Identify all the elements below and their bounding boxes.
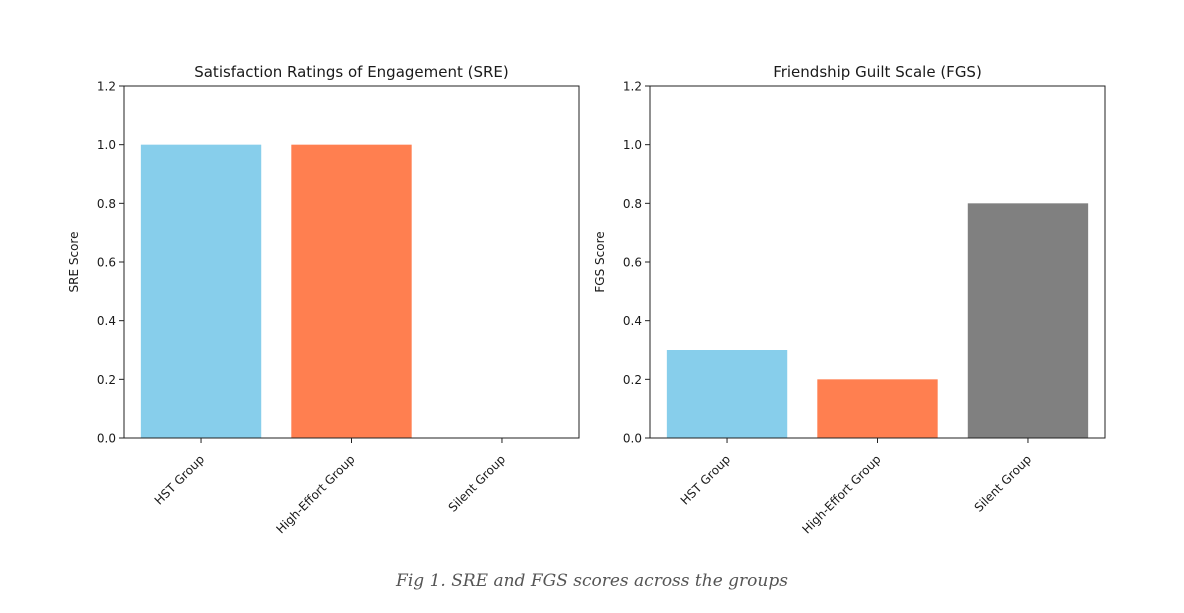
- fgs-ytick-label: 0.4: [623, 314, 642, 328]
- sre-xtick-label: Silent Group: [446, 452, 508, 514]
- fgs-ytick-label: 1.0: [623, 138, 642, 152]
- fgs-xtick-label: High-Effort Group: [799, 452, 883, 536]
- fgs-bar-hst-group: [666, 350, 788, 438]
- sre-ylabel: SRE Score: [67, 232, 81, 293]
- fgs-xtick-label: Silent Group: [972, 452, 1034, 514]
- fgs-ylabel: FGS Score: [593, 231, 607, 292]
- fgs-bar-silent-group: [967, 203, 1089, 438]
- fgs-chart-title: Friendship Guilt Scale (FGS): [773, 63, 982, 81]
- sre-ytick-label: 0.4: [97, 314, 116, 328]
- figure-caption: Fig 1. SRE and FGS scores across the gro…: [396, 571, 788, 591]
- fgs-bar-high-effort-group: [817, 379, 938, 438]
- sre-bar-hst-group: [140, 144, 262, 439]
- sre-ytick-label: 1.2: [97, 80, 116, 94]
- fgs-ytick-label: 0.2: [623, 373, 642, 387]
- fgs-chart: 0.0 0.2 0.4 0.6 0.8 1.0 1.2 HST Group High-Effor…: [593, 63, 1106, 536]
- sre-ytick-label: 0.8: [97, 197, 116, 211]
- sre-bar-high-effort-group: [291, 144, 412, 439]
- fgs-ytick-label: 0.0: [623, 432, 642, 446]
- fgs-ytick-label: 0.8: [623, 197, 642, 211]
- sre-chart: 0.0 0.2 0.4 0.6 0.8 1.0 1.2 HST Group High-Effor…: [67, 63, 580, 536]
- sre-ytick-label: 1.0: [97, 138, 116, 152]
- sre-xtick-label: HST Group: [152, 452, 207, 507]
- fgs-ytick-label: 0.6: [623, 256, 642, 270]
- sre-ytick-label: 0.0: [97, 432, 116, 446]
- fgs-xtick-label: HST Group: [678, 452, 733, 507]
- fgs-ytick-label: 1.2: [623, 80, 642, 94]
- sre-chart-title: Satisfaction Ratings of Engagement (SRE): [194, 63, 509, 81]
- sre-ytick-label: 0.6: [97, 256, 116, 270]
- sre-ytick-label: 0.2: [97, 373, 116, 387]
- sre-xtick-label: High-Effort Group: [273, 452, 357, 536]
